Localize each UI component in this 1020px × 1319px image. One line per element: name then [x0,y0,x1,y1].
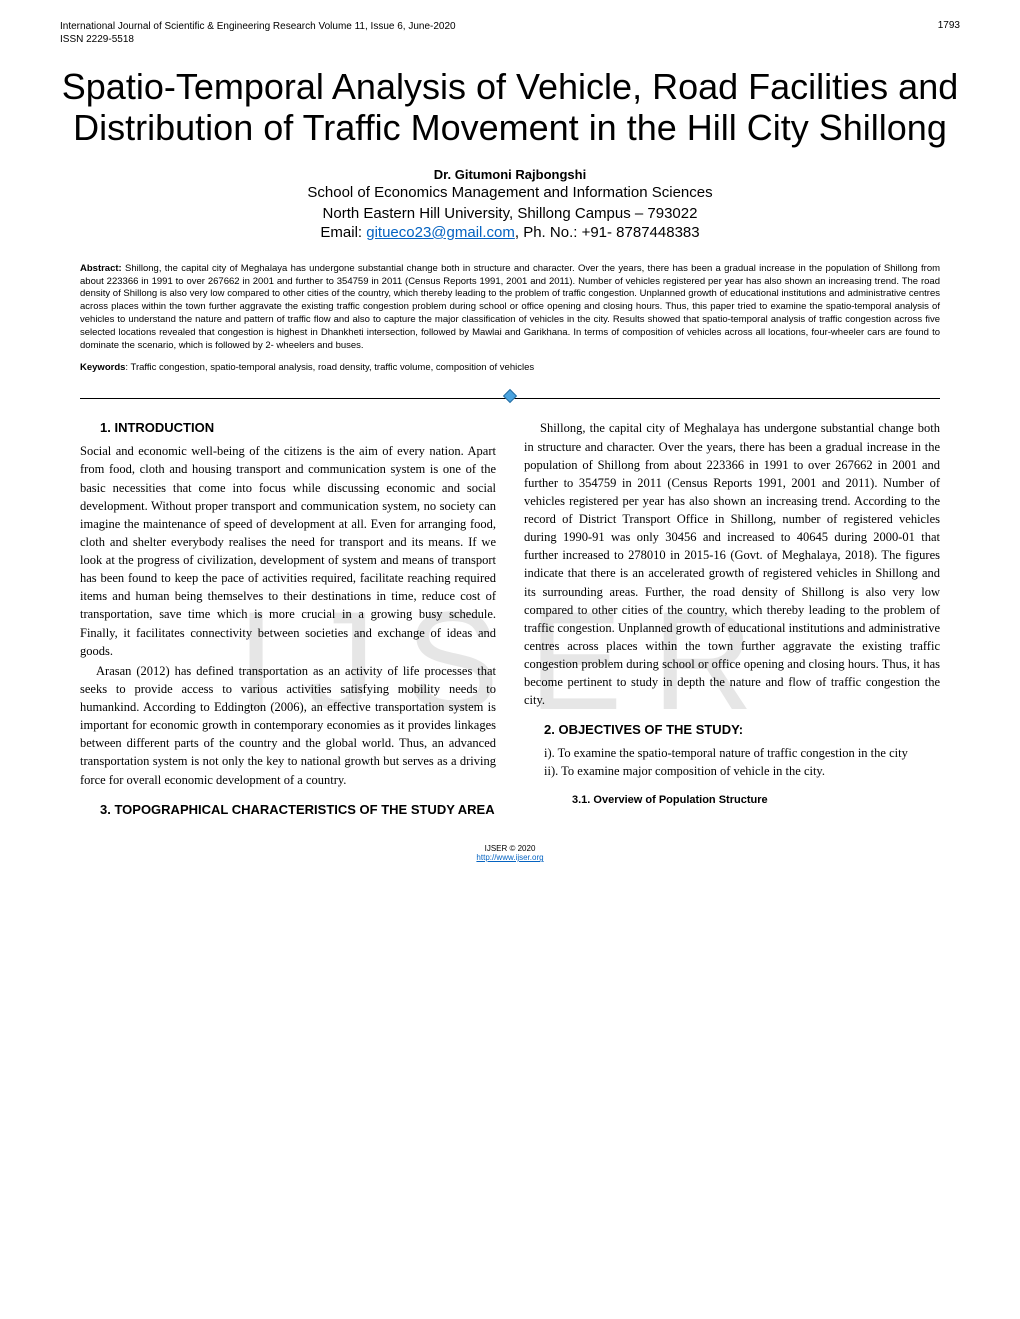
section-3-heading: 3. TOPOGRAPHICAL CHARACTERISTICS OF THE … [100,801,496,820]
affiliation-line-1: School of Economics Management and Infor… [60,182,960,203]
two-column-body: 1. INTRODUCTION Social and economic well… [60,419,960,819]
objective-2: ii). To examine major composition of veh… [544,762,940,780]
column-right: Shillong, the capital city of Meghalaya … [524,419,940,819]
footer-copyright: IJSER © 2020 [60,844,960,854]
footer: IJSER © 2020 http://www.ijser.org [60,844,960,863]
phone: , Ph. No.: +91- 8787448383 [515,224,700,241]
abstract-label: Abstract: [80,263,125,274]
objective-1: i). To examine the spatio-temporal natur… [544,744,940,762]
section-1-heading: 1. INTRODUCTION [100,419,496,438]
keywords-block: Keywords: Traffic congestion, spatio-tem… [60,362,960,373]
keywords-text: : Traffic congestion, spatio-temporal an… [125,362,534,373]
section-1-paragraph-1: Social and economic well-being of the ci… [80,442,496,660]
email-link[interactable]: gitueco23@gmail.com [366,224,515,241]
affiliation-line-2: North Eastern Hill University, Shillong … [60,203,960,224]
section-2-heading: 2. OBJECTIVES OF THE STUDY: [544,721,940,740]
abstract-text: Shillong, the capital city of Meghalaya … [80,263,940,351]
header-journal-block: International Journal of Scientific & En… [60,20,960,46]
abstract-block: Abstract: Shillong, the capital city of … [60,263,960,353]
author-name: Dr. Gitumoni Rajbongshi [60,167,960,182]
page-number: 1793 [938,20,960,31]
keywords-label: Keywords [80,362,125,373]
section-divider [80,391,940,405]
contact-line: Email: gitueco23@gmail.com, Ph. No.: +91… [60,224,960,241]
paper-title: Spatio-Temporal Analysis of Vehicle, Roa… [60,66,960,149]
section-3-1-heading: 3.1. Overview of Population Structure [572,793,940,809]
divider-diamond-icon [503,389,517,403]
author-block: Dr. Gitumoni Rajbongshi School of Econom… [60,167,960,241]
column-2-paragraph-1: Shillong, the capital city of Meghalaya … [524,419,940,709]
section-1-paragraph-2: Arasan (2012) has defined transportation… [80,662,496,789]
issn: ISSN 2229-5518 [60,33,960,46]
journal-title: International Journal of Scientific & En… [60,20,960,33]
email-prefix: Email: [320,224,366,241]
column-left: 1. INTRODUCTION Social and economic well… [80,419,496,819]
footer-url-link[interactable]: http://www.ijser.org [476,853,543,862]
